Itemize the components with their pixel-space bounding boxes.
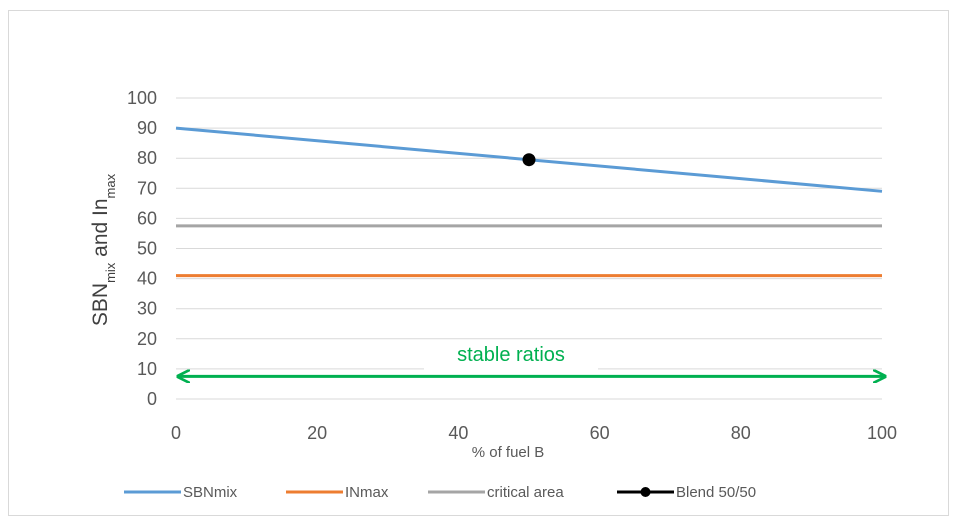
blend-point bbox=[522, 153, 536, 167]
annotation-box bbox=[424, 340, 598, 370]
legend-label-blend-50-50: Blend 50/50 bbox=[676, 484, 756, 501]
y-axis-label-subscript: mix bbox=[103, 262, 118, 283]
x-tick-label: 20 bbox=[307, 423, 327, 443]
y-axis-label-text: SBN bbox=[89, 283, 112, 326]
y-tick-label: 50 bbox=[137, 239, 157, 259]
y-tick-label: 40 bbox=[137, 269, 157, 289]
x-axis-label: % of fuel B bbox=[472, 444, 545, 461]
y-tick-label: 10 bbox=[137, 359, 157, 379]
legend-label-critical-area: critical area bbox=[487, 484, 564, 501]
legend-label-sbnmix: SBNmix bbox=[183, 484, 238, 501]
y-tick-label: 80 bbox=[137, 148, 157, 168]
annotation-text: stable ratios bbox=[457, 344, 565, 366]
y-tick-label: 90 bbox=[137, 118, 157, 138]
legend: SBNmix INmax critical area Blend 50/50 bbox=[124, 484, 756, 501]
x-tick-label: 40 bbox=[448, 423, 468, 443]
axis-labels: 0 10 20 30 40 50 60 70 80 90 100 0 20 40 60 80 100 % of f… bbox=[89, 88, 897, 461]
y-axis-label: SBNmix and Inmax bbox=[89, 173, 118, 326]
y-tick-label: 60 bbox=[137, 208, 157, 228]
x-tick-label: 60 bbox=[590, 423, 610, 443]
y-axis-label-text: and In bbox=[89, 198, 112, 262]
y-axis-label-subscript: max bbox=[103, 173, 118, 198]
y-tick-label: 100 bbox=[127, 88, 157, 108]
y-tick-label: 20 bbox=[137, 329, 157, 349]
y-tick-label: 70 bbox=[137, 178, 157, 198]
legend-label-inmax: INmax bbox=[345, 484, 389, 501]
legend-marker-blend-50-50 bbox=[640, 487, 651, 497]
chart-frame bbox=[8, 10, 949, 516]
x-tick-label: 80 bbox=[731, 423, 751, 443]
y-tick-label: 30 bbox=[137, 299, 157, 319]
x-tick-label: 0 bbox=[171, 423, 181, 443]
x-tick-label: 100 bbox=[867, 423, 897, 443]
annotation-layer: stable ratios bbox=[178, 340, 885, 376]
y-tick-label: 0 bbox=[147, 389, 157, 409]
plot-area bbox=[175, 126, 883, 278]
